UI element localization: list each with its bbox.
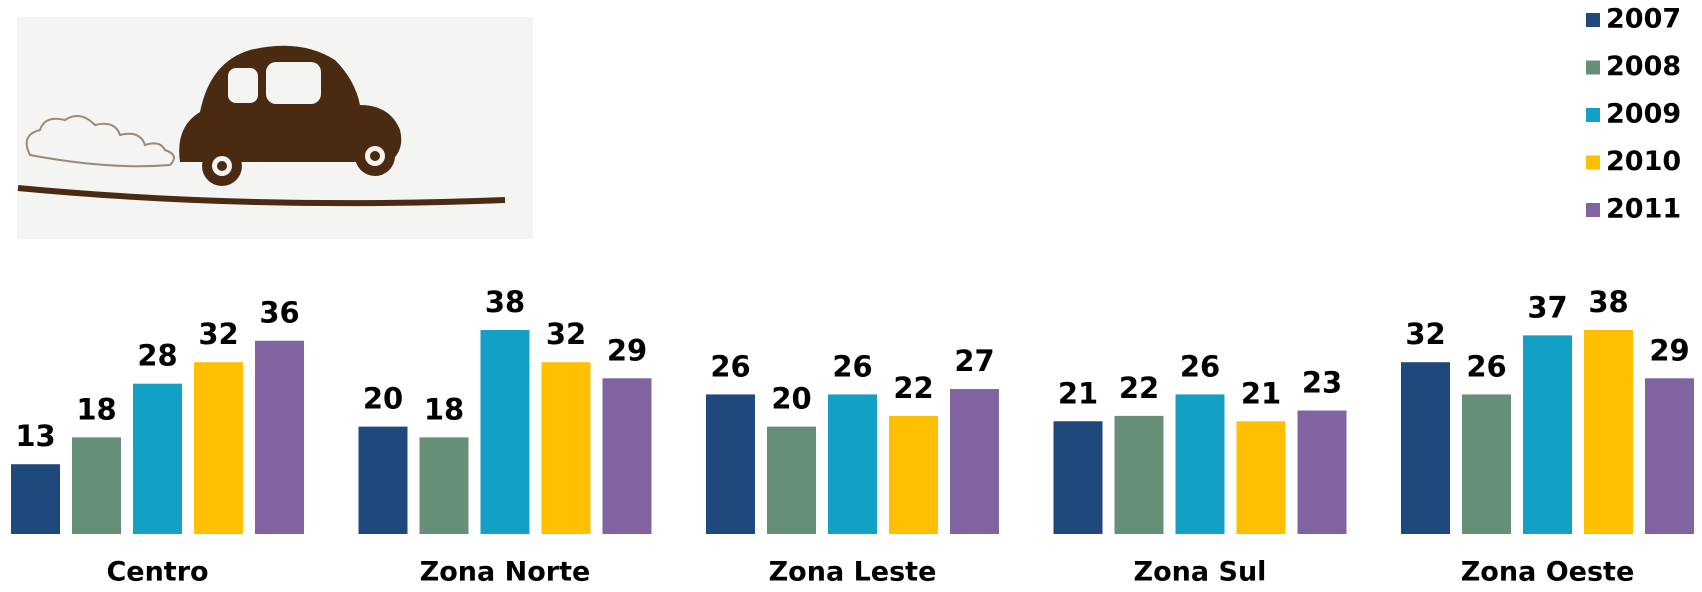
bar	[72, 437, 121, 534]
bar	[1645, 378, 1694, 534]
bar	[1523, 335, 1572, 534]
category-label: Zona Sul	[1134, 557, 1267, 588]
bar	[706, 394, 755, 534]
value-label: 23	[1302, 366, 1342, 400]
bar	[1054, 421, 1103, 534]
value-label: 26	[710, 349, 750, 383]
legend-swatch	[1586, 13, 1600, 27]
value-label: 32	[1405, 317, 1445, 351]
value-label: 22	[893, 371, 933, 405]
category-label: Zona Oeste	[1461, 557, 1635, 588]
value-label: 36	[259, 296, 299, 330]
category-label: Centro	[106, 557, 208, 588]
bar	[133, 384, 182, 534]
value-label: 38	[485, 285, 525, 319]
value-label: 26	[1466, 349, 1506, 383]
category-label: Zona Leste	[769, 557, 937, 588]
bar	[1298, 411, 1347, 534]
value-label: 22	[1119, 371, 1159, 405]
value-label: 32	[198, 317, 238, 351]
bar	[481, 330, 530, 534]
value-label: 29	[1649, 333, 1689, 367]
bar	[889, 416, 938, 534]
value-label: 26	[1180, 349, 1220, 383]
bar	[767, 427, 816, 534]
value-label: 21	[1241, 376, 1281, 410]
bar	[420, 437, 469, 534]
legend-label: 2009	[1606, 99, 1681, 130]
bar	[11, 464, 60, 534]
legend-swatch	[1586, 203, 1600, 217]
bar	[1584, 330, 1633, 534]
value-label: 20	[363, 382, 403, 416]
car-illustration	[17, 17, 533, 239]
value-label: 32	[546, 317, 586, 351]
bar	[255, 341, 304, 534]
value-label: 20	[771, 382, 811, 416]
value-label: 38	[1588, 285, 1628, 319]
legend-label: 2010	[1606, 146, 1681, 177]
legend-label: 2008	[1606, 51, 1681, 82]
legend-label: 2011	[1606, 194, 1681, 225]
category-label: Zona Norte	[420, 557, 591, 588]
value-label: 18	[424, 392, 464, 426]
chart: 13 18 28 32 36 Centro 20 18 38 32 29 Zona Norte 26 20…	[0, 0, 1702, 592]
value-label: 21	[1058, 376, 1098, 410]
legend-swatch	[1586, 108, 1600, 122]
bar	[542, 362, 591, 534]
bar	[950, 389, 999, 534]
bar	[1237, 421, 1286, 534]
value-label: 26	[832, 349, 872, 383]
value-label: 29	[607, 333, 647, 367]
value-label: 37	[1527, 290, 1567, 324]
bar	[194, 362, 243, 534]
value-label: 28	[137, 339, 177, 373]
bar	[1401, 362, 1450, 534]
bar	[1462, 394, 1511, 534]
bar	[603, 378, 652, 534]
value-label: 13	[15, 419, 55, 453]
bar	[1176, 394, 1225, 534]
bar	[1115, 416, 1164, 534]
legend-swatch	[1586, 156, 1600, 170]
value-label: 18	[76, 392, 116, 426]
legend-swatch	[1586, 61, 1600, 75]
legend-label: 2007	[1606, 4, 1681, 35]
bar	[359, 427, 408, 534]
bar	[828, 394, 877, 534]
value-label: 27	[954, 344, 994, 378]
